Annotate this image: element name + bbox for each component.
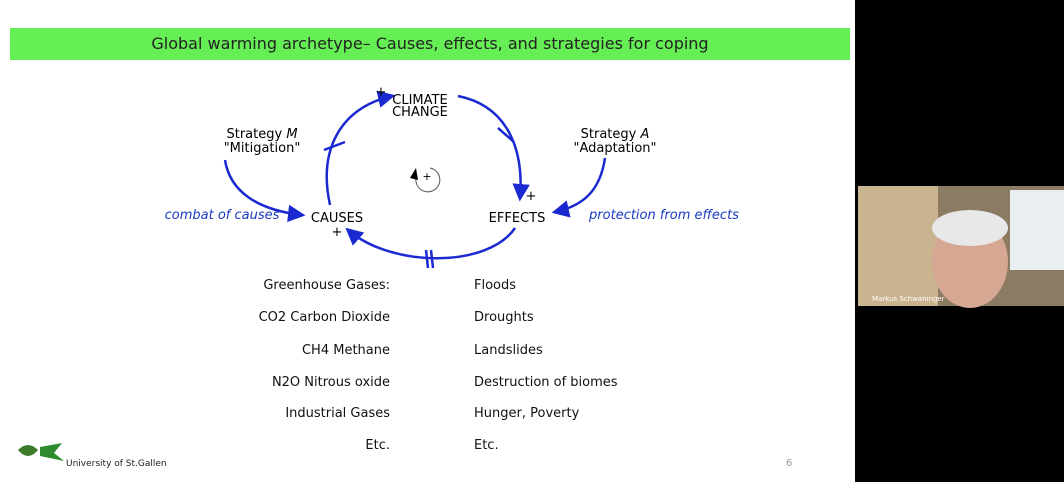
footer: University of St.Gallen xyxy=(66,459,167,469)
video-bg xyxy=(858,186,938,306)
word: Strategy xyxy=(226,127,282,142)
strategy-name: "Mitigation" xyxy=(224,141,301,156)
cause-item: CO2 Carbon Dioxide xyxy=(259,310,390,325)
logo xyxy=(18,445,38,456)
cause-item: Industrial Gases xyxy=(285,406,390,421)
video-bg xyxy=(1010,190,1064,270)
slide-title: Global warming archetype– Causes, effect… xyxy=(151,34,708,53)
strategy-name: "Adaptation" xyxy=(573,141,656,156)
effect-item: Etc. xyxy=(474,438,499,453)
node-label: CAUSES xyxy=(311,211,363,226)
strategy: Strategy A xyxy=(581,127,650,142)
cause-item: CH4 Methane xyxy=(302,343,390,358)
sign: + xyxy=(376,85,387,100)
effect-item: Floods xyxy=(474,278,516,293)
sign: + xyxy=(332,225,343,240)
loop-sign: + xyxy=(422,170,431,183)
loop-arrow xyxy=(410,168,418,180)
screen: Global warming archetype– Causes, effect… xyxy=(0,0,1064,482)
word: Strategy xyxy=(581,127,637,142)
strategy: Strategy M xyxy=(226,127,297,142)
node-label: CHANGE xyxy=(392,105,448,120)
annotation: protection from effects xyxy=(588,208,739,223)
cause-item: N2O Nitrous oxide xyxy=(272,375,390,390)
meeting-view: Global warming archetype– Causes, effect… xyxy=(0,0,1064,482)
node-label: EFFECTS xyxy=(489,211,546,226)
cause-item: Etc. xyxy=(365,438,390,453)
annotation: combat of causes xyxy=(165,208,280,223)
sign: + xyxy=(526,189,537,204)
letter: A xyxy=(639,127,649,142)
cause-item: Greenhouse Gases: xyxy=(263,278,390,293)
effect-item: Landslides xyxy=(474,343,543,358)
logo xyxy=(40,443,64,461)
effect-item: Destruction of biomes xyxy=(474,375,618,390)
person-hair xyxy=(932,210,1008,246)
effect-item: Hunger, Poverty xyxy=(474,406,580,421)
effect-item: Droughts xyxy=(474,310,534,325)
arrows xyxy=(225,96,605,268)
letter: M xyxy=(286,127,297,142)
participant-name: Markus Schwaninger xyxy=(872,295,945,303)
page-number: 6 xyxy=(786,458,792,469)
